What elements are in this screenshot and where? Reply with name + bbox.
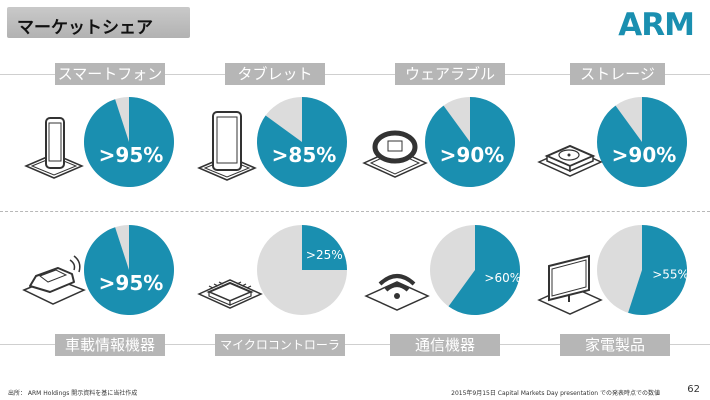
category-label-microcontroller: マイクロコントローラ <box>215 334 345 356</box>
category-label-smartphone: スマートフォン <box>55 63 165 85</box>
pie-chart-wearable: >90% <box>425 97 515 187</box>
category-label-consumer: 家電製品 <box>560 334 670 356</box>
pie-chart-consumer: >55% <box>597 225 689 315</box>
pie-share-label: >90% <box>612 143 677 167</box>
data-note: 2015年9月15日 Capital Markets Day presentat… <box>451 390 660 397</box>
arm-logo: ARM <box>618 7 695 43</box>
tablet-icon <box>197 111 257 181</box>
pie-share-label: >60% <box>484 271 521 285</box>
title-bar: マーケットシェア <box>7 7 190 38</box>
smartwatch-icon <box>362 130 428 178</box>
pie-chart-automotive: >95% <box>84 225 174 315</box>
page-title: マーケットシェア <box>17 18 153 38</box>
pie-share-slice <box>84 225 174 315</box>
category-label-network: 通信機器 <box>390 334 500 356</box>
pie-share-slice <box>257 97 347 187</box>
pie-share-slice <box>302 225 347 270</box>
pie-share-label: >95% <box>99 143 164 167</box>
tv-monitor-icon <box>537 254 603 315</box>
pie-share-slice <box>84 97 174 187</box>
microchip-icon <box>197 279 263 309</box>
pie-share-slice <box>448 225 520 315</box>
category-label-automotive: 車載情報機器 <box>55 334 165 356</box>
page-number: 62 <box>687 384 700 395</box>
wifi-icon <box>364 274 430 311</box>
car-icon <box>22 255 86 305</box>
smartphone-icon <box>24 117 84 179</box>
hard-disk-icon <box>537 144 603 177</box>
pie-share-label: >55% <box>652 268 689 282</box>
bottom-divider-line <box>0 344 710 345</box>
category-label-wearable: ウェアラブル <box>395 63 505 85</box>
pie-share-slice <box>425 97 515 187</box>
pie-share-label: >25% <box>306 248 343 262</box>
pie-share-label: >85% <box>272 143 337 167</box>
middle-dashed-divider <box>0 211 710 212</box>
pie-chart-microcontroller: >25% <box>257 225 347 315</box>
pie-chart-storage: >90% <box>597 97 687 187</box>
pie-share-label: >90% <box>440 143 505 167</box>
pie-share-label: >95% <box>99 271 164 295</box>
category-label-tablet: タブレット <box>225 63 325 85</box>
source-note: 出所： ARM Holdings 開示資料を基に当社作成 <box>8 390 138 397</box>
pie-share-slice <box>628 225 687 315</box>
top-divider-line <box>0 74 710 75</box>
pie-chart-network: >60% <box>430 225 521 315</box>
pie-share-slice <box>597 97 687 187</box>
pie-chart-tablet: >85% <box>257 97 347 187</box>
pie-chart-smartphone: >95% <box>84 97 174 187</box>
category-label-storage: ストレージ <box>570 63 665 85</box>
